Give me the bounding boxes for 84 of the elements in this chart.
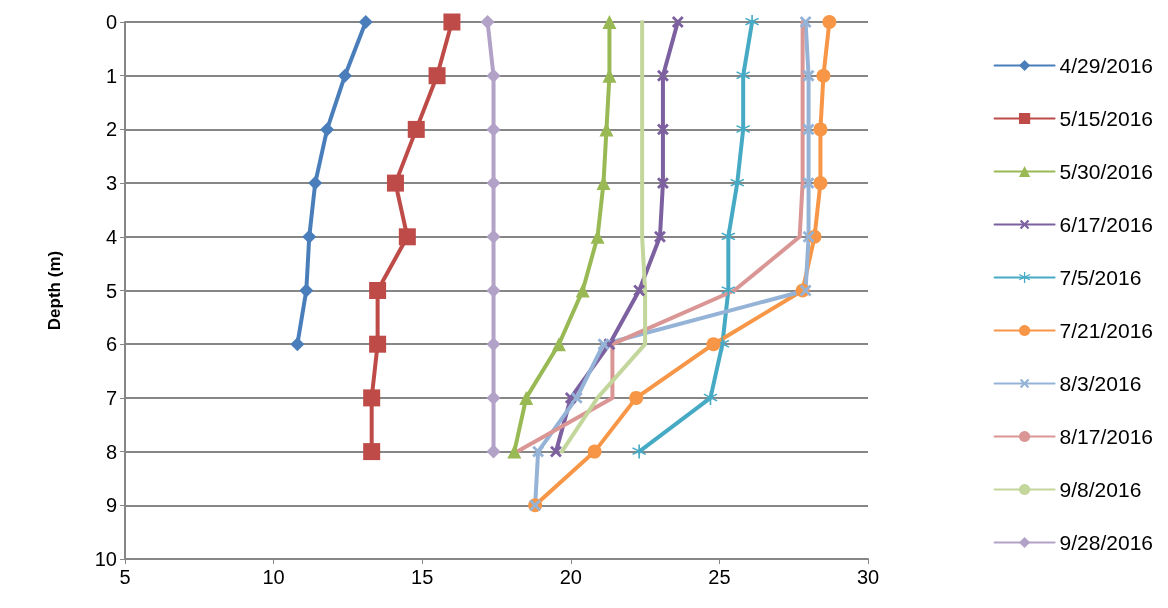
- point: [654, 230, 666, 243]
- legend-label: 8/17/2016: [1059, 425, 1154, 448]
- point: [575, 283, 590, 298]
- point: [799, 16, 812, 28]
- legend-label: 9/28/2016: [1059, 531, 1154, 554]
- point: [730, 176, 745, 191]
- point: [519, 390, 534, 405]
- point: [290, 337, 305, 352]
- point: [551, 337, 566, 352]
- y-tick-label: 2: [105, 118, 117, 141]
- point: [358, 15, 373, 29]
- point: [799, 284, 812, 297]
- point: [656, 177, 669, 190]
- point: [632, 444, 647, 459]
- y-tick-label: 0: [105, 11, 117, 33]
- point: [369, 282, 387, 299]
- y-tick-label: 1: [105, 64, 117, 87]
- point: [308, 176, 323, 191]
- point: [443, 13, 461, 31]
- point: [299, 283, 314, 298]
- x-tick-label: 5: [119, 566, 131, 588]
- point: [480, 15, 495, 29]
- point: [507, 444, 522, 459]
- x-tick-label: 10: [262, 566, 285, 588]
- point: [486, 444, 501, 459]
- point: [570, 391, 583, 404]
- legend-label: 5/15/2016: [1059, 107, 1154, 130]
- y-tick-label: 8: [105, 440, 117, 463]
- legend-label: 5/30/2016: [1059, 160, 1154, 183]
- point: [597, 338, 610, 351]
- point: [486, 283, 501, 298]
- y-axis-title: Depth (m): [45, 250, 64, 331]
- point: [486, 337, 501, 352]
- y-tick-label: 5: [105, 279, 117, 302]
- legend-label: 7/5/2016: [1059, 266, 1142, 289]
- point: [320, 122, 335, 137]
- x-tick-label: 15: [411, 566, 434, 588]
- point: [816, 68, 831, 83]
- point: [386, 174, 404, 192]
- y-tick-label: 3: [105, 172, 117, 195]
- x-tick-label: 20: [559, 566, 582, 588]
- point: [302, 229, 317, 244]
- y-tick-label: 7: [105, 386, 117, 409]
- point: [486, 390, 501, 405]
- point: [398, 228, 416, 246]
- legend-label: 6/17/2016: [1059, 213, 1154, 236]
- y-tick-label: 10: [94, 548, 117, 570]
- point: [486, 122, 501, 137]
- point: [813, 176, 828, 191]
- point: [337, 68, 352, 83]
- point: [550, 445, 562, 458]
- y-tick-label: 9: [105, 494, 117, 517]
- point: [633, 284, 646, 297]
- point: [428, 67, 446, 85]
- legend-label: 4/29/2016: [1059, 54, 1154, 77]
- y-tick-label: 4: [105, 225, 117, 248]
- point: [369, 335, 387, 353]
- point: [656, 123, 669, 136]
- point: [587, 444, 602, 459]
- legend-label: 9/8/2016: [1059, 478, 1142, 501]
- point: [590, 229, 605, 244]
- legend-label: 7/21/2016: [1059, 319, 1154, 342]
- point: [802, 69, 815, 82]
- point: [706, 337, 721, 352]
- point: [813, 122, 828, 137]
- point: [671, 16, 684, 28]
- point: [802, 230, 815, 243]
- y-tick-label: 6: [105, 333, 117, 356]
- point: [802, 123, 815, 136]
- x-tick-label: 25: [708, 566, 731, 588]
- point: [407, 120, 425, 138]
- point: [802, 177, 815, 190]
- point: [629, 390, 644, 405]
- x-tick-label: 30: [856, 566, 880, 588]
- legend-label: 8/3/2016: [1059, 372, 1142, 395]
- point: [822, 15, 837, 29]
- point: [486, 229, 501, 244]
- point: [532, 445, 545, 458]
- point: [486, 68, 501, 83]
- point: [602, 15, 617, 29]
- point: [486, 176, 501, 191]
- point: [363, 443, 381, 461]
- point: [363, 389, 381, 407]
- point: [656, 69, 669, 82]
